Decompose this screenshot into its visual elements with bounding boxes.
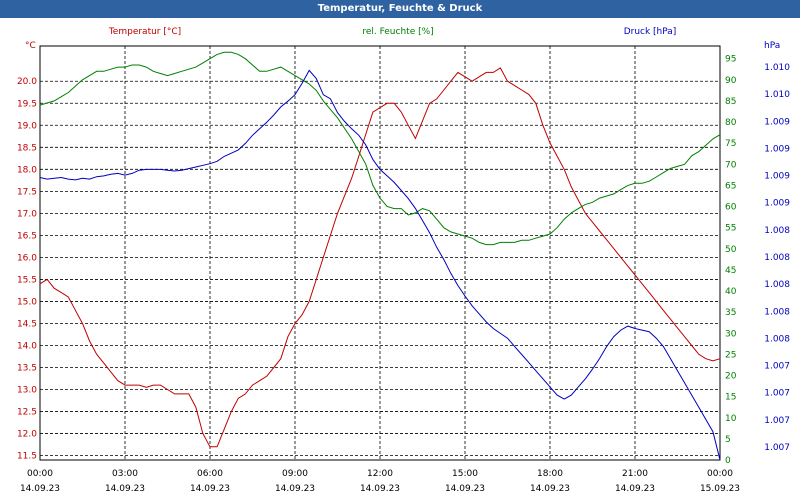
tick-labels: 20.0 19.5 19.0 18.5 18.0 17.5 17.0 16.5 16.0 15.5… — [17, 55, 790, 494]
pressure-tick-label: 1.007 — [764, 416, 790, 426]
temperature-tick-label: 15.5 — [17, 275, 37, 285]
x-tick-time: 06:00 — [197, 469, 223, 479]
x-tick-date: 14.09.23 — [105, 484, 145, 494]
pressure-series-line — [39, 69, 721, 461]
humidity-tick-label: 80 — [725, 118, 737, 128]
x-tick-time: 00:00 — [27, 469, 53, 479]
humidity-tick-label: 60 — [725, 203, 737, 213]
temperature-tick-label: 12.5 — [17, 408, 37, 418]
pressure-tick-label: 1.007 — [764, 389, 790, 399]
x-tick-time: 12:00 — [367, 469, 393, 479]
humidity-tick-label: 15 — [725, 393, 736, 403]
x-tick-date: 14.09.23 — [360, 484, 400, 494]
humidity-tick-label: 40 — [725, 287, 737, 297]
temperature-tick-label: 13.5 — [17, 364, 37, 374]
temperature-series-line — [39, 67, 721, 448]
temperature-unit-label: °C — [25, 41, 36, 51]
x-tick-date: 14.09.23 — [615, 484, 655, 494]
temperature-tick-label: 14.5 — [17, 319, 37, 329]
pressure-tick-label: 1.008 — [764, 226, 790, 236]
pressure-tick-label: 1.008 — [764, 307, 790, 317]
humidity-tick-label: 5 — [725, 435, 731, 445]
pressure-tick-label: 1.008 — [764, 280, 790, 290]
x-tick-time: 00:00 — [707, 469, 733, 479]
pressure-tick-label: 1.010 — [764, 90, 790, 100]
humidity-tick-label: 85 — [725, 97, 736, 107]
x-tick-date: 14.09.23 — [190, 484, 230, 494]
x-tick-date: 14.09.23 — [530, 484, 570, 494]
humidity-series-line — [39, 51, 721, 246]
humidity-tick-label: 70 — [725, 160, 737, 170]
x-tick-date: 14.09.23 — [275, 484, 315, 494]
pressure-axis-label: Druck [hPa] — [624, 27, 677, 37]
temperature-tick-label: 15.0 — [17, 297, 37, 307]
humidity-tick-label: 20 — [725, 372, 737, 382]
pressure-unit-label: hPa — [764, 41, 780, 51]
humidity-tick-label: 45 — [725, 266, 736, 276]
humidity-tick-label: 0 — [725, 456, 731, 466]
temperature-tick-label: 19.0 — [17, 121, 37, 131]
humidity-tick-label: 55 — [725, 224, 736, 234]
humidity-tick-label: 10 — [725, 414, 737, 424]
x-tick-time: 18:00 — [537, 469, 563, 479]
humidity-tick-label: 30 — [725, 329, 737, 339]
pressure-tick-label: 1.007 — [764, 362, 790, 372]
humidity-tick-label: 75 — [725, 139, 736, 149]
pressure-tick-label: 1.007 — [764, 443, 790, 453]
pressure-tick-label: 1.009 — [764, 199, 790, 209]
humidity-tick-label: 50 — [725, 245, 737, 255]
x-tick-time: 09:00 — [282, 469, 308, 479]
pressure-tick-label: 1.009 — [764, 144, 790, 154]
grid — [39, 45, 721, 461]
x-tick-time: 21:00 — [622, 469, 648, 479]
temperature-tick-label: 19.5 — [17, 99, 37, 109]
temperature-tick-label: 17.5 — [17, 187, 37, 197]
x-tick-time: 03:00 — [112, 469, 138, 479]
chart-title: Temperatur, Feuchte & Druck — [0, 0, 800, 18]
temperature-tick-label: 14.0 — [17, 341, 37, 351]
x-tick-date: 14.09.23 — [20, 484, 60, 494]
temperature-tick-label: 16.5 — [17, 231, 37, 241]
humidity-tick-label: 35 — [725, 308, 736, 318]
humidity-tick-label: 95 — [725, 55, 736, 65]
x-tick-time: 15:00 — [452, 469, 478, 479]
temperature-tick-label: 18.0 — [17, 165, 37, 175]
humidity-tick-label: 65 — [725, 181, 736, 191]
temperature-tick-label: 17.0 — [17, 209, 37, 219]
humidity-tick-label: 25 — [725, 350, 736, 360]
pressure-tick-label: 1.009 — [764, 117, 790, 127]
pressure-tick-label: 1.009 — [764, 172, 790, 182]
x-tick-date: 14.09.23 — [445, 484, 485, 494]
humidity-axis-label: rel. Feuchte [%] — [362, 27, 433, 37]
x-tick-date: 15.09.23 — [700, 484, 740, 494]
pressure-tick-label: 1.008 — [764, 253, 790, 263]
series-lines — [39, 51, 721, 461]
temperature-tick-label: 13.0 — [17, 386, 37, 396]
humidity-tick-label: 90 — [725, 76, 737, 86]
pressure-tick-label: 1.010 — [764, 63, 790, 73]
temperature-tick-label: 16.0 — [17, 253, 37, 263]
temperature-axis-label: Temperatur [°C] — [108, 27, 181, 37]
temperature-tick-label: 11.5 — [17, 452, 37, 462]
temperature-tick-label: 12.0 — [17, 430, 37, 440]
temperature-tick-label: 18.5 — [17, 143, 37, 153]
pressure-tick-label: 1.008 — [764, 334, 790, 344]
temperature-tick-label: 20.0 — [17, 77, 37, 87]
